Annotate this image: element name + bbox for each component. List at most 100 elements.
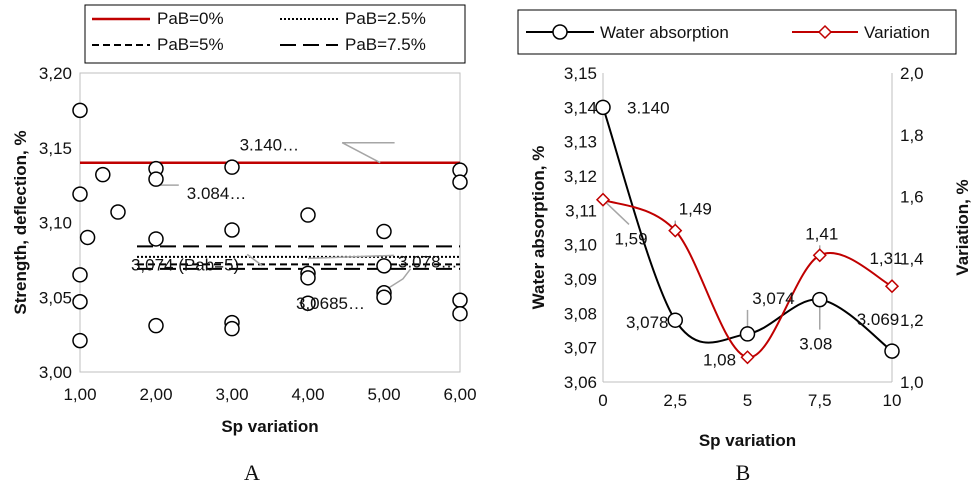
y-tick-label: 3,08 xyxy=(564,304,597,323)
x-tick-label: 3,00 xyxy=(215,385,248,404)
scatter-point xyxy=(452,174,468,190)
data-label: 3.069 xyxy=(857,310,900,329)
series-point-circle xyxy=(739,326,756,342)
y2-axis-title: Variation, % xyxy=(953,179,972,275)
scatter-point xyxy=(72,293,88,310)
y-tick-label: 3,14 xyxy=(564,98,597,117)
y-tick-label: 3,09 xyxy=(564,270,597,289)
series-point-circle xyxy=(884,343,900,359)
scatter-point xyxy=(110,204,126,220)
legend-label: PaB=0% xyxy=(157,9,224,28)
data-label: 3.08 xyxy=(799,335,832,354)
data-label: 1,41 xyxy=(805,224,838,243)
data-label: 3,074 (Pab=5) xyxy=(131,255,239,274)
series-point-circle xyxy=(667,312,683,328)
leader-line xyxy=(307,254,395,260)
leader-line xyxy=(341,141,395,164)
y-tick-label: 3,10 xyxy=(39,214,72,233)
y-tick-label: 3,10 xyxy=(564,236,597,255)
data-label: 3.140 xyxy=(627,98,670,117)
scatter-point xyxy=(72,186,88,202)
y-tick-label: 3,15 xyxy=(564,64,597,83)
scatter-point xyxy=(452,292,468,308)
y-tick-label: 3,12 xyxy=(564,167,597,186)
data-label: 1,49 xyxy=(679,200,712,219)
y-tick-label: 3,11 xyxy=(565,201,597,220)
y-tick-label: 3,00 xyxy=(39,363,72,382)
scatter-point xyxy=(72,332,88,349)
leader-line xyxy=(383,268,412,292)
data-label: 1,08 xyxy=(703,350,736,369)
scatter-point xyxy=(452,305,468,322)
x-tick-label: 10 xyxy=(883,391,902,410)
y-axis-title: Water absorption, % xyxy=(529,146,548,310)
y-axis-title: Strength, deflection, % xyxy=(11,130,30,314)
y-tick-label: 3,07 xyxy=(564,339,597,358)
leader-line xyxy=(246,253,263,267)
panel-label: A xyxy=(244,460,260,485)
scatter-point xyxy=(300,270,316,286)
x-tick-label: 5 xyxy=(743,391,752,410)
y2-tick-label: 1,6 xyxy=(900,188,924,207)
scatter-point xyxy=(224,159,240,175)
scatter-point xyxy=(148,171,164,187)
chart-a: 3,00 3,05 3,10 3,15 3,20 1,00 2,00 3,00 4,00 5,00… xyxy=(11,4,477,485)
y-tick-label: 3,15 xyxy=(39,139,72,158)
series-point-diamond xyxy=(884,279,900,294)
x-tick-label: 7,5 xyxy=(808,391,832,410)
series-point-diamond xyxy=(812,248,827,263)
x-tick-label: 0 xyxy=(598,391,607,410)
data-label: 1,59 xyxy=(614,229,647,248)
series-point-circle xyxy=(595,99,611,116)
chart-b: 3,06 3,07 3,08 3,09 3,10 3,11 3,12 3,13 3,14 3,15… xyxy=(517,9,972,485)
leader-line xyxy=(602,199,630,225)
legend-label: Water absorption xyxy=(600,23,729,42)
legend-label: Variation xyxy=(864,23,930,42)
x-tick-label: 6,00 xyxy=(443,385,476,404)
legend-marker-diamond xyxy=(817,24,833,40)
legend-label: PaB=5% xyxy=(157,35,224,54)
series-point-diamond xyxy=(740,350,755,365)
x-axis-title: Sp variation xyxy=(221,417,318,436)
scatter-point xyxy=(148,231,164,247)
data-label: 3.140… xyxy=(240,136,300,155)
scatter-point xyxy=(224,222,240,238)
legend-a xyxy=(84,4,466,64)
y-tick-label: 3,13 xyxy=(564,133,597,152)
series-point-diamond xyxy=(595,192,611,207)
data-label: 1,31 xyxy=(869,249,902,268)
x-tick-label: 1,00 xyxy=(63,385,96,404)
scatter-point xyxy=(300,207,316,223)
scatter-point xyxy=(376,258,392,274)
y2-tick-label: 1,0 xyxy=(900,373,924,392)
x-tick-label: 2,5 xyxy=(663,391,687,410)
panel-label: B xyxy=(736,460,751,485)
data-label: 3.078… xyxy=(398,252,458,271)
scatter-point xyxy=(224,320,240,337)
data-label: 3,074 xyxy=(752,289,795,308)
y2-tick-label: 2,0 xyxy=(900,64,924,83)
data-label: 3.084… xyxy=(187,184,247,203)
legend-label: PaB=7.5% xyxy=(345,35,426,54)
series-line-1 xyxy=(602,107,893,352)
scatter-point xyxy=(376,289,392,305)
x-tick-label: 5,00 xyxy=(367,385,400,404)
y-tick-label: 3,05 xyxy=(39,288,72,307)
y2-tick-label: 1,8 xyxy=(900,126,924,145)
scatter-point xyxy=(300,295,316,311)
y-tick-label: 3,06 xyxy=(564,373,597,392)
plot-area-a xyxy=(79,72,461,373)
scatter-point xyxy=(72,267,88,283)
data-label: 3,078 xyxy=(626,313,669,332)
series-point-circle xyxy=(812,291,828,308)
scatter-point xyxy=(72,102,88,119)
x-axis-title: Sp variation xyxy=(699,431,796,450)
scatter-point xyxy=(95,166,111,183)
y2-tick-label: 1,2 xyxy=(900,311,924,330)
y-tick-label: 3,20 xyxy=(39,64,72,83)
legend-marker-circle xyxy=(552,24,568,40)
scatter-point xyxy=(79,229,96,246)
scatter-point xyxy=(148,317,164,334)
x-tick-label: 2,00 xyxy=(139,385,172,404)
